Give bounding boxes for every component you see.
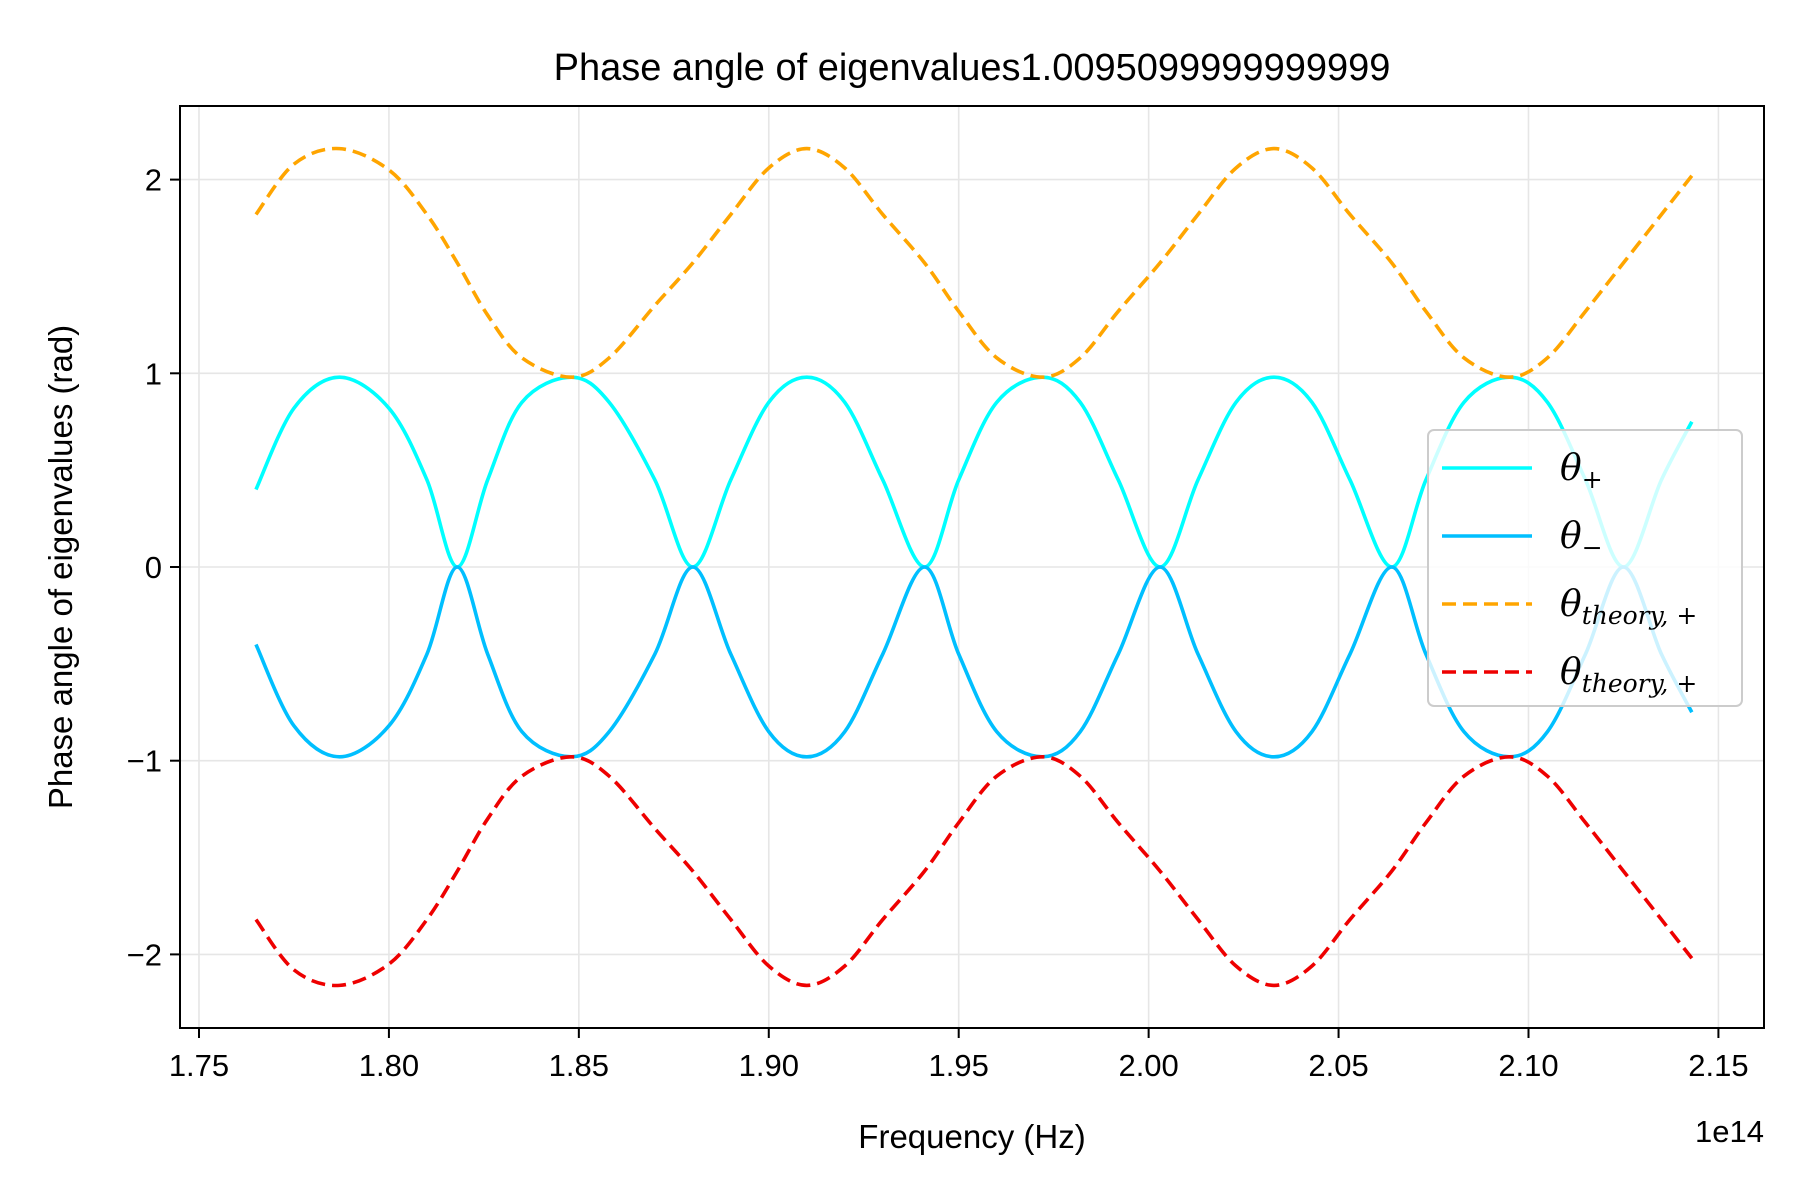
axis-ticks: 1.75 1.80 1.85 1.90 1.95 2.00 2.05 2.10 2.15 2 1 0 −… xyxy=(127,163,1749,1083)
x-axis-offset-label: 1e14 xyxy=(1695,1114,1764,1149)
y-tick-label: 0 xyxy=(145,550,162,585)
series-line-1 xyxy=(254,375,1694,569)
legend-entry-label: θtheory, + xyxy=(1560,584,1697,630)
series-lines xyxy=(254,146,1694,988)
series-line-3 xyxy=(254,146,1694,379)
grid xyxy=(180,106,1764,1028)
x-tick-label: 1.75 xyxy=(169,1048,229,1083)
legend-entry-label: θ− xyxy=(1560,516,1603,562)
legend-box xyxy=(1427,429,1743,707)
y-tick-label: −1 xyxy=(127,744,162,779)
y-tick-label: 1 xyxy=(145,356,162,391)
x-tick-label: 2.15 xyxy=(1688,1048,1748,1083)
x-tick-label: 1.90 xyxy=(739,1048,799,1083)
legend: θ+ θ− θtheory, + θtheory, + xyxy=(1427,429,1743,707)
legend-entry-label: θtheory, + xyxy=(1560,652,1697,698)
x-tick-label: 1.80 xyxy=(359,1048,419,1083)
x-tick-label: 2.00 xyxy=(1118,1048,1178,1083)
x-tick-label: 1.95 xyxy=(929,1048,989,1083)
x-tick-label: 1.85 xyxy=(549,1048,609,1083)
x-tick-label: 2.05 xyxy=(1308,1048,1368,1083)
y-axis-label: Phase angle of eigenvalues (rad) xyxy=(42,325,79,809)
x-axis-label: Frequency (Hz) xyxy=(858,1118,1085,1155)
y-tick-label: 2 xyxy=(145,163,162,198)
y-tick-label: −2 xyxy=(127,937,162,972)
chart-title: Phase angle of eigenvalues1.009509999999… xyxy=(554,47,1391,89)
legend-entry-label: θ+ xyxy=(1560,448,1603,494)
series-line-4 xyxy=(254,755,1694,988)
series-line-2 xyxy=(254,565,1694,759)
x-tick-label: 2.10 xyxy=(1498,1048,1558,1083)
